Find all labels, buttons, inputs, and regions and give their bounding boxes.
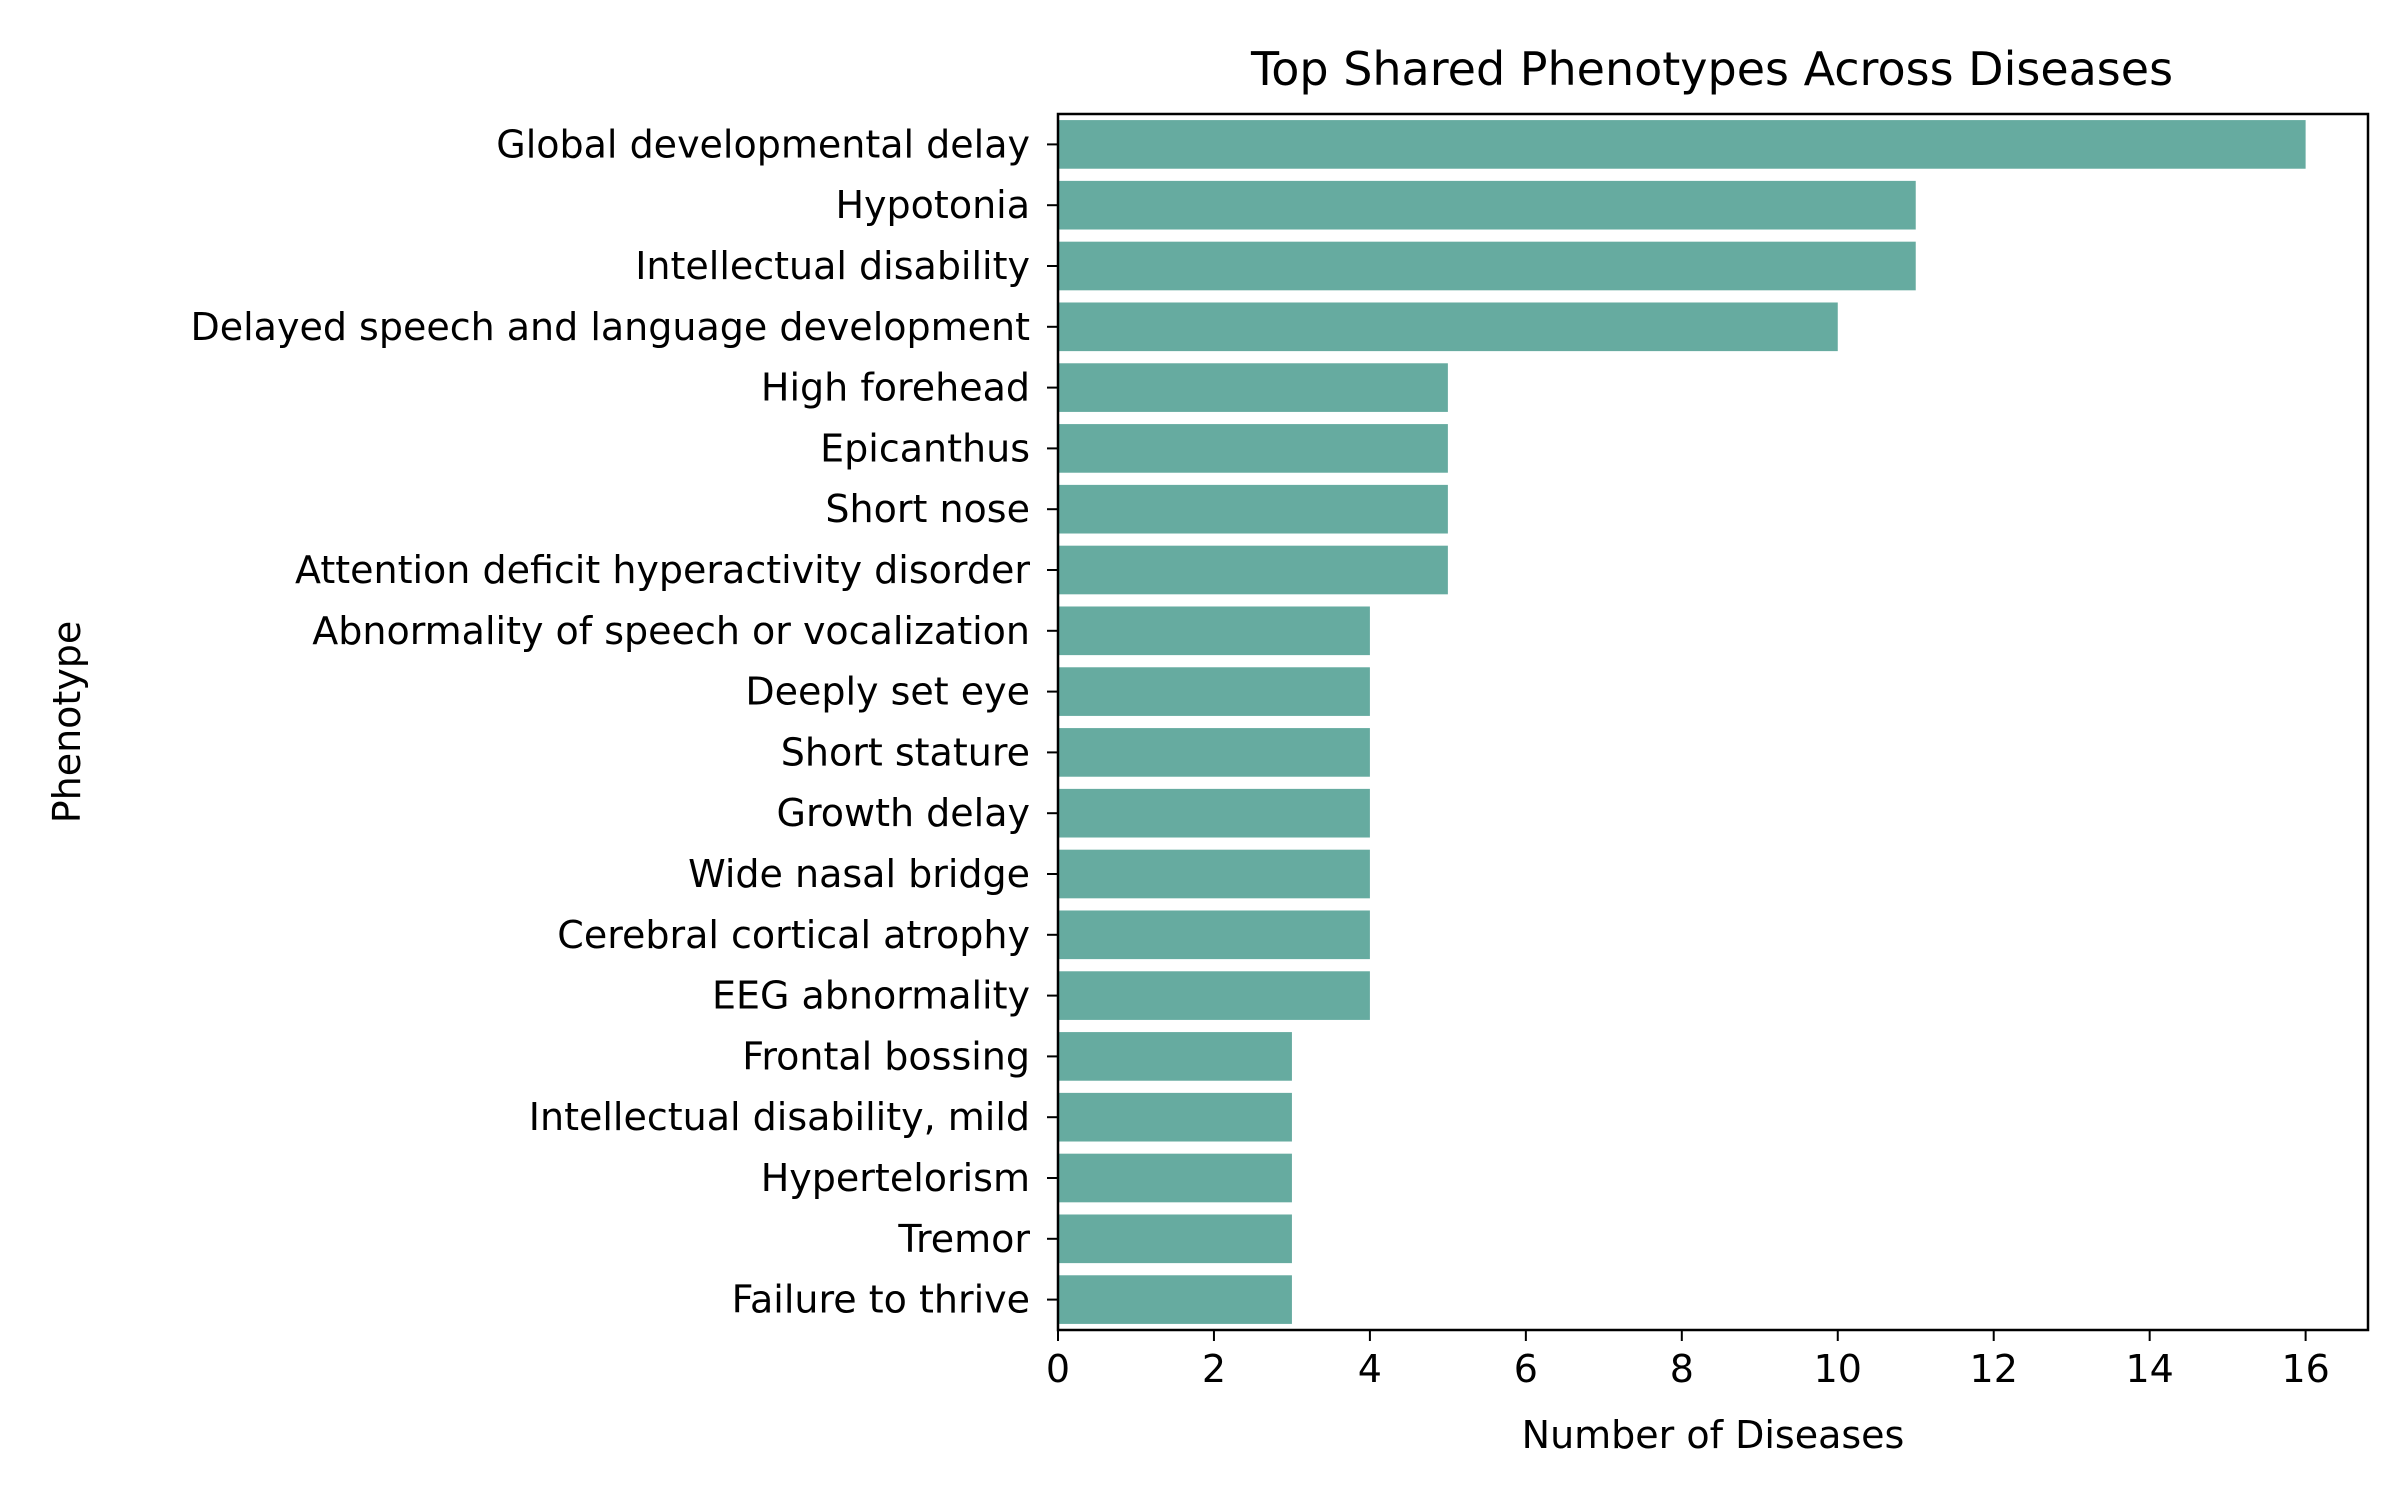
y-axis-ticks: Global developmental delay Hypotonia Intel… [190, 122, 1058, 1322]
y-tick-label: Tremor [897, 1217, 1030, 1261]
y-tick-label: Attention deficit hyperactivity disorder [295, 548, 1030, 592]
bar [1058, 1092, 1292, 1142]
y-tick-label: Delayed speech and language development [190, 305, 1030, 349]
bar [1058, 1153, 1292, 1203]
bar [1058, 545, 1448, 595]
bar [1058, 728, 1370, 777]
x-tick-label: 8 [1670, 1347, 1694, 1391]
x-tick-label: 10 [1814, 1347, 1862, 1391]
y-tick-label: Hypotonia [835, 183, 1030, 227]
y-tick-label: Global developmental delay [496, 122, 1030, 166]
bar [1058, 180, 1916, 230]
bar [1058, 484, 1448, 534]
bar [1058, 1275, 1292, 1324]
x-tick-label: 4 [1358, 1347, 1382, 1391]
y-tick-label: Cerebral cortical atrophy [557, 913, 1030, 957]
y-tick-label: Intellectual disability, mild [529, 1095, 1030, 1139]
x-tick-label: 12 [1970, 1347, 2018, 1391]
y-tick-label: Frontal bossing [742, 1034, 1030, 1078]
bar [1058, 788, 1370, 838]
y-tick-label: Wide nasal bridge [688, 852, 1030, 896]
x-axis-label: Number of Diseases [1522, 1413, 1905, 1457]
bar [1058, 363, 1448, 412]
x-tick-label: 16 [2281, 1347, 2329, 1391]
bar [1058, 971, 1370, 1020]
bar [1058, 1214, 1292, 1264]
y-axis-label: Phenotype [45, 621, 89, 824]
bar [1058, 302, 1838, 352]
x-tick-label: 14 [2125, 1347, 2173, 1391]
plot-frame [1056, 112, 2370, 1332]
bar [1058, 120, 2306, 169]
x-tick-label: 6 [1514, 1347, 1538, 1391]
bar [1058, 849, 1370, 899]
y-tick-label: Intellectual disability [635, 244, 1030, 288]
y-tick-label: Hypertelorism [761, 1156, 1030, 1200]
bar [1058, 606, 1370, 656]
bar [1058, 910, 1370, 960]
bar [1058, 667, 1370, 716]
y-tick-label: Short stature [781, 730, 1030, 774]
y-tick-label: EEG abnormality [712, 974, 1030, 1018]
y-tick-label: Failure to thrive [732, 1278, 1030, 1322]
bar [1058, 1032, 1292, 1081]
x-axis-ticks: 0 2 4 6 8 10 12 14 16 [1046, 1330, 2330, 1391]
y-tick-label: Short nose [825, 487, 1030, 531]
bar [1058, 241, 1916, 291]
bars-group [1058, 120, 2306, 1324]
bar [1058, 424, 1448, 473]
y-tick-label: High forehead [761, 366, 1030, 410]
chart-title: Top Shared Phenotypes Across Diseases [1250, 42, 2173, 96]
y-tick-label: Deeply set eye [745, 670, 1030, 714]
y-tick-label: Abnormality of speech or vocalization [312, 609, 1030, 653]
y-tick-label: Growth delay [777, 791, 1030, 835]
x-tick-label: 2 [1202, 1347, 1226, 1391]
x-tick-label: 0 [1046, 1347, 1070, 1391]
y-tick-label: Epicanthus [820, 426, 1030, 470]
